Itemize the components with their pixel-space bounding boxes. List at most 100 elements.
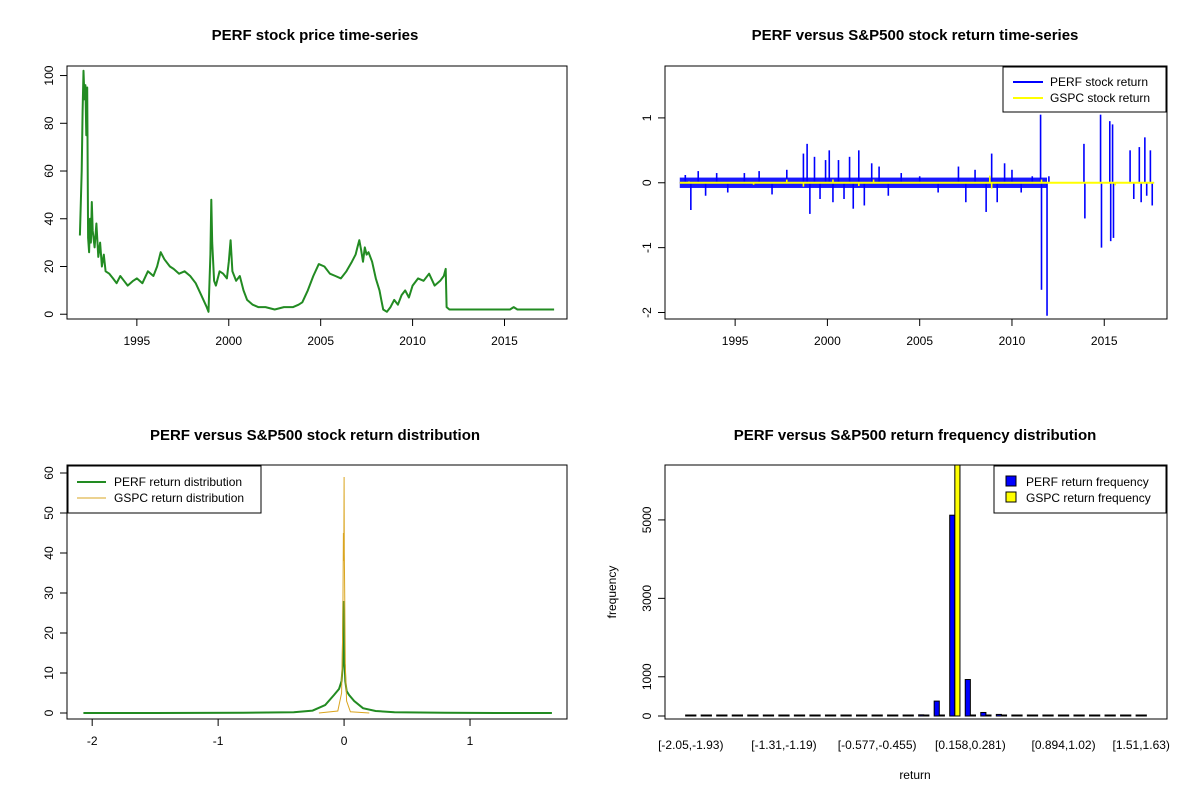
bar-perf	[809, 714, 816, 717]
bar-perf	[1073, 714, 1080, 717]
x-tick-label: 1995	[722, 334, 749, 348]
legend-label-gspc: GSPC return distribution	[114, 491, 244, 505]
panel-frequency: PERF versus S&P500 return frequency dist…	[605, 427, 1170, 782]
y-tick-label: -1	[640, 242, 654, 253]
bar-gspc	[1094, 714, 1101, 717]
legend-box	[993, 465, 1167, 514]
bar-perf	[887, 714, 894, 717]
x-tick-label: [-1.31,-1.19)	[751, 738, 816, 752]
axes: 1995 2000 2005 2010 2015 -2 -1 0 1	[640, 114, 1118, 348]
bar-gspc	[1140, 714, 1147, 717]
legend-box	[1002, 66, 1167, 113]
legend: PERF return frequency GSPC return freque…	[993, 465, 1167, 514]
bar-perf	[747, 714, 754, 717]
x-tick-label: [1.51,1.63)	[1113, 738, 1170, 752]
y-tick-label: 40	[42, 546, 56, 560]
legend-label-perf: PERF stock return	[1050, 75, 1148, 89]
bar-perf	[1011, 714, 1018, 717]
y-axis-label: frequency	[605, 566, 619, 619]
x-tick-label: -1	[213, 734, 224, 748]
legend-label-gspc: GSPC return frequency	[1026, 491, 1151, 505]
axes: 0 1000 3000 5000 [-2.05,-1.93) [-1.31,-1.19) […	[640, 506, 1170, 752]
chart-title: PERF versus S&P500 stock return time-ser…	[752, 27, 1079, 44]
bar-gspc	[783, 714, 790, 717]
bar-perf	[949, 514, 956, 717]
bar-perf	[1089, 714, 1096, 717]
x-tick-label: [0.158,0.281)	[935, 738, 1006, 752]
x-tick-label: 0	[341, 734, 348, 748]
axes: 1995 2000 2005 2010 2015 0 20 40 60 80 100	[42, 65, 518, 348]
bar-perf	[995, 713, 1002, 717]
chart-title: PERF stock price time-series	[212, 27, 419, 44]
series-line-perf-price	[78, 69, 555, 313]
panel-distribution: PERF versus S&P500 stock return distribu…	[42, 427, 568, 748]
legend-box	[67, 465, 262, 514]
bar-perf	[824, 714, 832, 717]
bar-gspc	[830, 714, 837, 717]
legend-label-gspc: GSPC stock return	[1050, 91, 1150, 105]
bar-perf	[716, 714, 723, 717]
y-tick-label: 0	[42, 311, 56, 318]
panel-returns: PERF versus S&P500 stock return time-ser…	[640, 27, 1168, 348]
y-tick-label: 20	[42, 259, 56, 273]
y-tick-label: 0	[640, 712, 654, 719]
x-tick-label: 2000	[215, 334, 242, 348]
bar-gspc	[767, 714, 775, 717]
bar-perf	[1057, 714, 1065, 717]
x-tick-label: 1	[467, 734, 474, 748]
x-tick-label: 2015	[1091, 334, 1118, 348]
y-tick-label: 10	[42, 666, 56, 680]
y-tick-label: 80	[42, 116, 56, 130]
bar-gspc	[799, 714, 806, 717]
bar-gspc	[907, 714, 914, 717]
x-tick-label: 2010	[999, 334, 1026, 348]
bar-gspc	[1125, 714, 1132, 717]
plot-area	[685, 464, 1147, 717]
legend-label-perf: PERF return frequency	[1026, 475, 1149, 489]
y-tick-label: 50	[42, 506, 56, 520]
x-tick-label: 2015	[491, 334, 518, 348]
y-tick-label: 40	[42, 212, 56, 226]
bar-gspc	[705, 714, 712, 717]
bar-gspc	[1032, 714, 1039, 717]
bar-perf	[871, 714, 878, 717]
bar-gspc	[1063, 714, 1070, 717]
legend: PERF stock return GSPC stock return	[1002, 66, 1167, 113]
x-tick-label: 2005	[906, 334, 933, 348]
x-tick-label: [-0.577,-0.455)	[838, 738, 917, 752]
chart-title: PERF versus S&P500 return frequency dist…	[734, 427, 1097, 444]
x-tick-label: [0.894,1.02)	[1032, 738, 1096, 752]
y-tick-label: 20	[42, 626, 56, 640]
y-tick-label: 0	[42, 709, 56, 716]
bar-perf	[1104, 714, 1111, 717]
x-tick-label: 2010	[399, 334, 426, 348]
y-tick-label: 100	[42, 65, 56, 85]
bar-gspc	[954, 464, 961, 717]
bar-gspc	[690, 714, 697, 717]
bar-gspc	[861, 714, 868, 717]
x-tick-label: 1995	[124, 334, 151, 348]
bar-gspc	[1047, 714, 1054, 717]
bar-gspc	[876, 714, 883, 717]
bar-perf	[1026, 714, 1034, 717]
legend-label-perf: PERF return distribution	[114, 475, 242, 489]
bar-gspc	[736, 714, 743, 717]
legend: PERF return distribution GSPC return dis…	[67, 465, 262, 514]
bar-perf	[731, 714, 738, 717]
bar-perf	[918, 714, 925, 717]
bar-gspc	[923, 714, 930, 717]
bar-perf	[1135, 714, 1142, 717]
plot-area	[83, 476, 552, 714]
bar-gspc	[1016, 714, 1023, 717]
series-line-gspc-density	[318, 476, 370, 714]
bar-perf	[685, 714, 692, 717]
y-tick-label: 5000	[640, 506, 654, 533]
y-tick-label: -2	[640, 307, 654, 318]
bar-gspc	[721, 714, 728, 717]
y-tick-label: 1000	[640, 663, 654, 690]
bar-gspc	[814, 714, 821, 717]
legend-swatch-gspc	[1005, 491, 1017, 503]
